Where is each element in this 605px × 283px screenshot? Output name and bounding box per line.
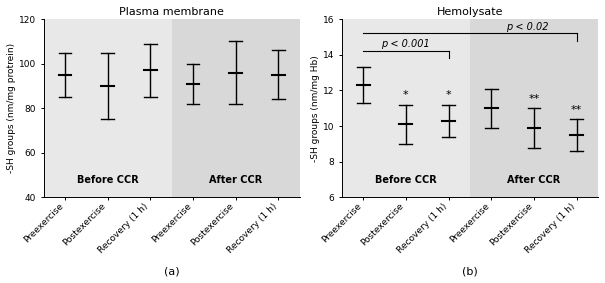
Text: After CCR: After CCR xyxy=(209,175,263,185)
Title: Plasma membrane: Plasma membrane xyxy=(119,7,224,17)
Text: p < 0.02: p < 0.02 xyxy=(506,22,548,32)
Title: Hemolysate: Hemolysate xyxy=(437,7,503,17)
Bar xyxy=(342,19,470,198)
Text: *: * xyxy=(446,90,451,100)
X-axis label: (a): (a) xyxy=(164,266,180,276)
X-axis label: (b): (b) xyxy=(462,266,478,276)
Text: Before CCR: Before CCR xyxy=(375,175,437,185)
Text: **: ** xyxy=(571,104,583,115)
Text: **: ** xyxy=(528,94,540,104)
Text: *: * xyxy=(403,90,409,100)
Bar xyxy=(470,19,598,198)
Text: After CCR: After CCR xyxy=(508,175,561,185)
Bar xyxy=(172,19,300,198)
Text: p < 0.001: p < 0.001 xyxy=(382,39,430,50)
Y-axis label: -SH groups (nm/mg protrein): -SH groups (nm/mg protrein) xyxy=(7,43,16,173)
Text: Before CCR: Before CCR xyxy=(77,175,139,185)
Y-axis label: -SH groups (nm/mg Hb): -SH groups (nm/mg Hb) xyxy=(311,55,320,162)
Bar xyxy=(44,19,172,198)
